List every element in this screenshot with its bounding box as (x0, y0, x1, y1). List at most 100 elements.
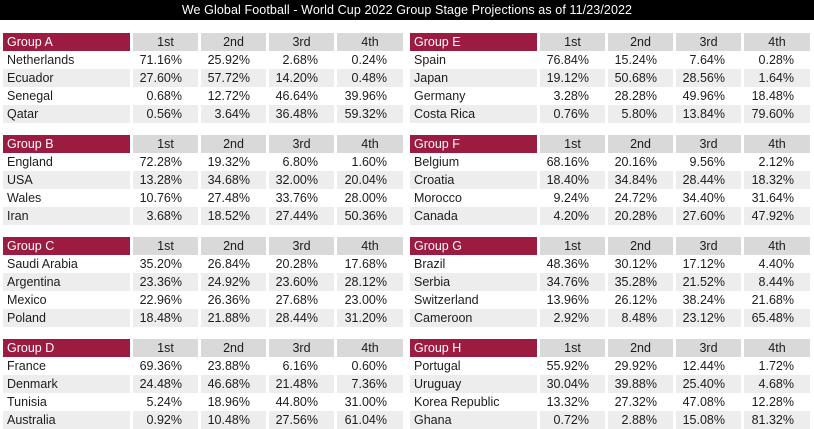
probability-cell: 10.76% (139, 191, 182, 205)
probability-cell: 27.32% (614, 395, 657, 409)
probability-cell: 6.80% (282, 155, 318, 169)
column-header-4th: 4th (744, 339, 810, 357)
probability-cell: 9.56% (689, 155, 725, 169)
probability-cell: 76.84% (546, 53, 589, 67)
team-name: Ecuador (3, 69, 130, 87)
probability-cell: 13.84% (676, 105, 741, 123)
probability-cell: 3.28% (553, 89, 589, 103)
probability-cell: 6.16% (282, 359, 318, 373)
probability-cell: 21.48% (269, 375, 334, 393)
probability-cell: 34.76% (540, 273, 605, 291)
team-name: Spain (414, 53, 446, 67)
probability-cell: 0.56% (133, 105, 198, 123)
group-title-group-g: Group G (410, 237, 537, 255)
team-name: Tunisia (7, 395, 47, 409)
column-header-3rd: 3rd (269, 237, 334, 255)
probability-cell: 18.32% (744, 171, 810, 189)
probability-cell: 2.92% (540, 309, 605, 327)
probability-cell: 1.72% (758, 359, 794, 373)
probability-cell: 61.04% (337, 411, 403, 429)
probability-cell: 4.68% (744, 375, 810, 393)
probability-cell: 47.92% (744, 207, 810, 225)
column-header-4th: 4th (337, 33, 403, 51)
probability-cell: 18.48% (751, 89, 794, 103)
probability-cell: 18.96% (207, 395, 250, 409)
team-name: Portugal (414, 359, 461, 373)
team-name: Brazil (414, 257, 446, 271)
team-name: Canada (410, 207, 537, 225)
team-name: Denmark (3, 375, 130, 393)
probability-cell: 9.24% (553, 191, 589, 205)
probability-cell: 59.32% (337, 105, 403, 123)
probability-cell: 50.36% (337, 207, 403, 225)
team-row: Belgium 68.16% 20.16% 9.56% 2.12% (410, 153, 810, 171)
group-table-group-a: Group A 1st 2nd 3rd 4th Netherlands 71.16% 25.9… (3, 33, 403, 123)
probability-cell: 7.64% (689, 53, 725, 67)
probability-cell: 19.32% (207, 155, 250, 169)
probability-cell: 17.12% (682, 257, 725, 271)
group-table-group-h: Group H 1st 2nd 3rd 4th Portugal 55.92% 29.92% 1… (410, 339, 810, 429)
right-column: Group E 1st 2nd 3rd 4th Spain 76.84% 15.24% 7.64… (410, 20, 810, 429)
column-header-1st: 1st (133, 135, 198, 153)
probability-cell: 46.64% (275, 89, 318, 103)
team-name: Germany (414, 89, 466, 103)
probability-cell: 7.36% (337, 375, 403, 393)
group-header-row: Group F 1st 2nd 3rd 4th (410, 135, 810, 153)
probability-cell: 24.48% (133, 375, 198, 393)
probability-cell: 31.00% (344, 395, 387, 409)
team-row: Korea Republic 13.32% 27.32% 47.08% 12.28% (410, 393, 810, 411)
probability-cell: 24.72% (614, 191, 657, 205)
probability-cell: 20.16% (614, 155, 657, 169)
column-header-2nd: 2nd (608, 33, 673, 51)
team-row: Denmark 24.48% 46.68% 21.48% 7.36% (3, 375, 403, 393)
probability-cell: 36.48% (269, 105, 334, 123)
probability-cell: 68.16% (546, 155, 589, 169)
probability-cell: 71.16% (139, 53, 182, 67)
column-header-1st: 1st (133, 237, 198, 255)
probability-cell: 0.76% (540, 105, 605, 123)
column-header-1st: 1st (540, 135, 605, 153)
probability-cell: 18.52% (201, 207, 266, 225)
probability-cell: 26.12% (614, 293, 657, 307)
team-name: Wales (7, 191, 42, 205)
team-name: Korea Republic (414, 395, 500, 409)
team-row: Spain 76.84% 15.24% 7.64% 0.28% (410, 51, 810, 69)
probability-cell: 49.96% (682, 89, 725, 103)
team-name: Argentina (3, 273, 130, 291)
column-header-3rd: 3rd (676, 339, 741, 357)
column-header-3rd: 3rd (676, 135, 741, 153)
group-header-row: Group E 1st 2nd 3rd 4th (410, 33, 810, 51)
group-header-row: Group B 1st 2nd 3rd 4th (3, 135, 403, 153)
probability-cell: 29.92% (614, 359, 657, 373)
team-name: England (7, 155, 53, 169)
probability-cell: 28.56% (676, 69, 741, 87)
probability-cell: 81.32% (744, 411, 810, 429)
team-name: Switzerland (414, 293, 479, 307)
column-header-2nd: 2nd (201, 135, 266, 153)
probability-cell: 23.88% (207, 359, 250, 373)
probability-cell: 28.00% (344, 191, 387, 205)
team-name: Senegal (7, 89, 53, 103)
probability-cell: 18.48% (133, 309, 198, 327)
column-header-2nd: 2nd (201, 237, 266, 255)
probability-cell: 1.64% (744, 69, 810, 87)
column-header-2nd: 2nd (608, 135, 673, 153)
group-table-group-g: Group G 1st 2nd 3rd 4th Brazil 48.36% 30.12% 17.… (410, 237, 810, 327)
probability-cell: 19.12% (540, 69, 605, 87)
probability-cell: 25.40% (676, 375, 741, 393)
probability-cell: 28.12% (337, 273, 403, 291)
probability-cell: 12.28% (751, 395, 794, 409)
team-row: France 69.36% 23.88% 6.16% 0.60% (3, 357, 403, 375)
probability-cell: 21.52% (676, 273, 741, 291)
probability-cell: 13.96% (546, 293, 589, 307)
team-row: Switzerland 13.96% 26.12% 38.24% 21.68% (410, 291, 810, 309)
probability-cell: 3.64% (201, 105, 266, 123)
probability-cell: 0.28% (758, 53, 794, 67)
team-name: Cameroon (410, 309, 537, 327)
team-row: Iran 3.68% 18.52% 27.44% 50.36% (3, 207, 403, 225)
groups-grid: Group A 1st 2nd 3rd 4th Netherlands 71.16% 25.9… (0, 20, 814, 429)
column-header-3rd: 3rd (269, 33, 334, 51)
column-header-4th: 4th (744, 135, 810, 153)
probability-cell: 27.68% (275, 293, 318, 307)
column-header-2nd: 2nd (608, 339, 673, 357)
